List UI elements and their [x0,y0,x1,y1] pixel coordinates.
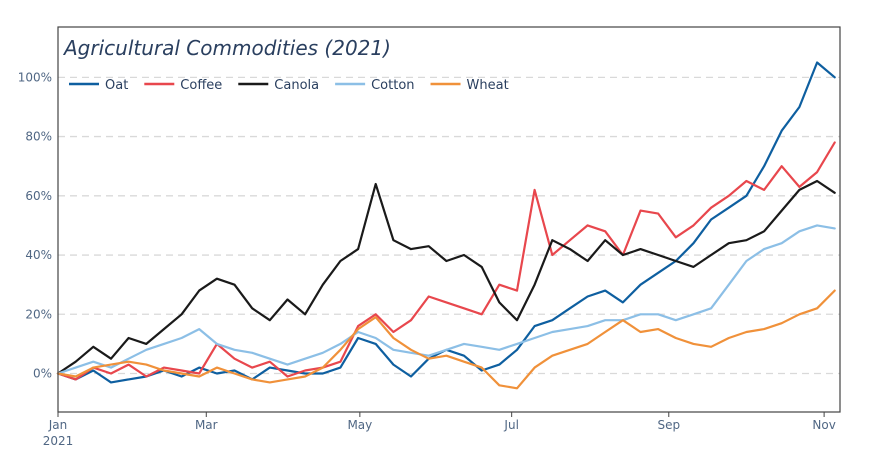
plot-frame [57,26,841,413]
x-tick-label: Sep [657,418,680,432]
y-tick-label: 20% [25,307,52,321]
legend-label: Oat [105,78,128,93]
x-axis-ticks: Jan 2021 Mar May Jul Sep Nov [43,412,836,448]
x-tick-year: 2021 [43,434,74,448]
legend-label: Coffee [180,78,222,93]
x-tick-label: Jul [503,418,518,432]
y-tick-label: 80% [25,130,52,144]
x-tick-label: Mar [195,418,218,432]
series-line-coffee [56,141,836,381]
legend-label: Cotton [371,78,414,93]
series-line-canola [56,179,836,375]
series-line-wheat [56,289,836,390]
legend-label: Wheat [467,78,509,93]
series-line-cotton [56,224,836,375]
y-tick-label: 0% [33,367,52,381]
x-tick-label: Jan [48,418,68,432]
legend-item-oat[interactable]: Oat [69,78,128,93]
legend-label: Canola [274,78,319,93]
y-tick-label: 40% [25,248,52,262]
legend[interactable]: Oat Coffee Canola Cotton Wheat [69,78,509,93]
chart-title: Agricultural Commodities (2021) [62,36,391,60]
y-tick-label: 100% [18,70,52,84]
series-lines [56,61,836,390]
y-axis-ticks: 0% 20% 40% 60% 80% 100% [18,70,52,380]
legend-item-wheat[interactable]: Wheat [430,78,509,93]
y-tick-label: 60% [25,189,52,203]
legend-item-canola[interactable]: Canola [238,78,319,93]
legend-item-coffee[interactable]: Coffee [144,78,222,93]
x-tick-label: May [347,418,372,432]
legend-item-cotton[interactable]: Cotton [335,78,415,93]
x-tick-label: Nov [812,418,835,432]
